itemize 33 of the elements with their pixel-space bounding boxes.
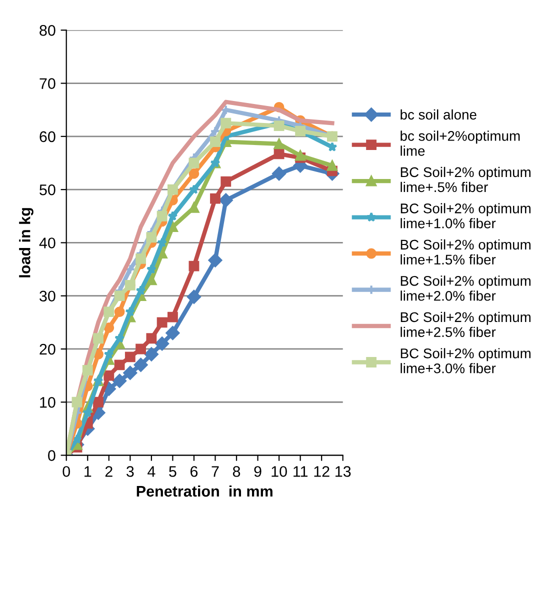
x-tick-label: 9 xyxy=(254,466,262,477)
x-tick-label: 2 xyxy=(105,466,112,477)
y-tick-label: 60 xyxy=(40,131,56,142)
x-tick-label: 1 xyxy=(84,466,92,477)
x-tick-label: 0 xyxy=(62,466,70,477)
y-tick-label: 10 xyxy=(40,396,56,408)
y-tick-label: 30 xyxy=(40,290,56,302)
y-tick-label: 50 xyxy=(40,184,56,196)
legend-label: bc soil alone xyxy=(400,109,476,120)
x-tick-label: 4 xyxy=(148,466,156,477)
x-tick-label: 10 xyxy=(272,466,287,477)
legend-label: bc soil+2%optimum lime xyxy=(400,130,520,156)
y-tick-label: 0 xyxy=(48,450,56,461)
x-tick-label: 7 xyxy=(212,466,219,477)
y-tick-label: 20 xyxy=(40,344,56,355)
legend-label: BC Soil+2% optimum lime+1.5% fiber xyxy=(400,239,530,265)
x-tick-label: 12 xyxy=(314,466,330,477)
y-axis-title: load in kg xyxy=(19,208,34,278)
legend-label: BC Soil+2% optimum lime+1.0% fiber xyxy=(400,203,530,228)
x-tick-label: 3 xyxy=(126,466,134,477)
x-tick-label: 13 xyxy=(336,466,351,477)
x-tick-label: 5 xyxy=(169,466,176,477)
y-tick-label: 40 xyxy=(39,238,56,248)
y-tick-label: 70 xyxy=(40,78,56,89)
legend-label: BC Soil+2% optimum lime+2.5% fiber xyxy=(400,312,530,338)
x-axis-title: Penetration in mm xyxy=(136,485,272,497)
legend-label: BC Soil+2% optimum lime+3.0% fiber xyxy=(400,348,530,374)
legend-label: BC Soil+2% optimum lime+2.0% fiber xyxy=(400,276,530,301)
x-tick-label: 8 xyxy=(232,466,240,477)
x-tick-label: 11 xyxy=(294,466,308,477)
x-tick-label: 6 xyxy=(190,466,198,477)
y-tick-label: 80 xyxy=(40,25,56,36)
legend-label: BC Soil+2% optimum lime+.5% fiber xyxy=(400,166,530,192)
